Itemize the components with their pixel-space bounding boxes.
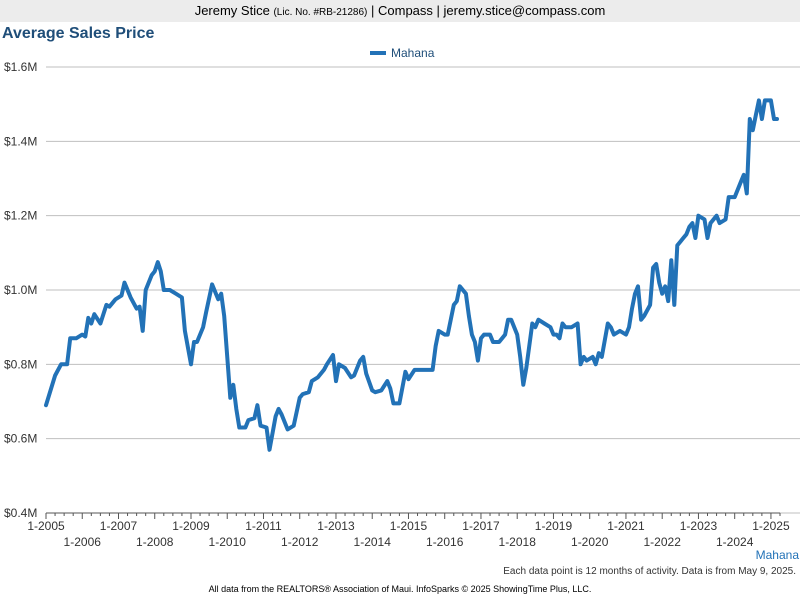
x-tick-label: 1-2009 [172,519,210,533]
x-tick-label: 1-2014 [354,535,392,549]
y-tick-label: $1.0M [4,283,37,297]
x-tick-label: 1-2016 [426,535,464,549]
x-tick-label: 1-2025 [752,519,790,533]
x-tick-label: 1-2013 [317,519,355,533]
y-tick-label: $0.8M [4,357,37,371]
x-tick-label: 1-2008 [136,535,174,549]
y-axis-ticks: $0.4M $0.6M $0.8M $1.0M $1.2M $1.4M $1.6M [4,60,37,520]
x-tick-label: 1-2019 [535,519,573,533]
x-tick-label: 1-2010 [209,535,247,549]
x-tick-label: 1-2024 [716,535,754,549]
region-label: Mahana [755,548,799,562]
data-note: Each data point is 12 months of activity… [503,566,796,577]
x-tick-label: 1-2007 [100,519,138,533]
y-tick-label: $1.6M [4,60,37,74]
x-tick-label: 1-2017 [462,519,500,533]
y-tick-label: $0.6M [4,432,37,446]
agent-license: (Lic. No. #RB-21286) [273,7,368,18]
y-tick-label: $1.4M [4,134,37,148]
agent-company-email: | Compass | jeremy.stice@compass.com [371,3,606,18]
series-group [44,98,779,452]
grid-lines [46,66,800,514]
x-axis: 1-2005 1-2006 1-2007 1-2008 1-2009 1-2010 1-20… [27,512,790,549]
y-tick-label: $0.4M [4,506,37,520]
x-tick-label: 1-2023 [680,519,718,533]
y-tick-label: $1.2M [4,209,37,223]
x-tick-label: 1-2021 [607,519,645,533]
agent-header: Jeremy Stice (Lic. No. #RB-21286) | Comp… [0,0,800,22]
x-tick-label: 1-2018 [499,535,537,549]
x-tick-label: 1-2006 [64,535,102,549]
legend-swatch [370,51,386,55]
data-source-footer: All data from the REALTORS® Association … [208,584,592,594]
x-tick-label: 1-2022 [644,535,682,549]
x-tick-label: 1-2020 [571,535,609,549]
series-line-mahana [44,98,779,452]
line-chart: $0.4M $0.6M $0.8M $1.0M $1.2M $1.4M $1.6M 1-20… [4,60,800,549]
x-tick-label: 1-2005 [27,519,65,533]
chart-title: Average Sales Price [2,25,155,42]
x-tick-label: 1-2012 [281,535,319,549]
x-tick-label: 1-2011 [245,519,282,533]
agent-name: Jeremy Stice [194,3,270,18]
legend-label: Mahana [391,46,435,60]
x-tick-label: 1-2015 [390,519,428,533]
chart-legend: Mahana [370,46,434,60]
